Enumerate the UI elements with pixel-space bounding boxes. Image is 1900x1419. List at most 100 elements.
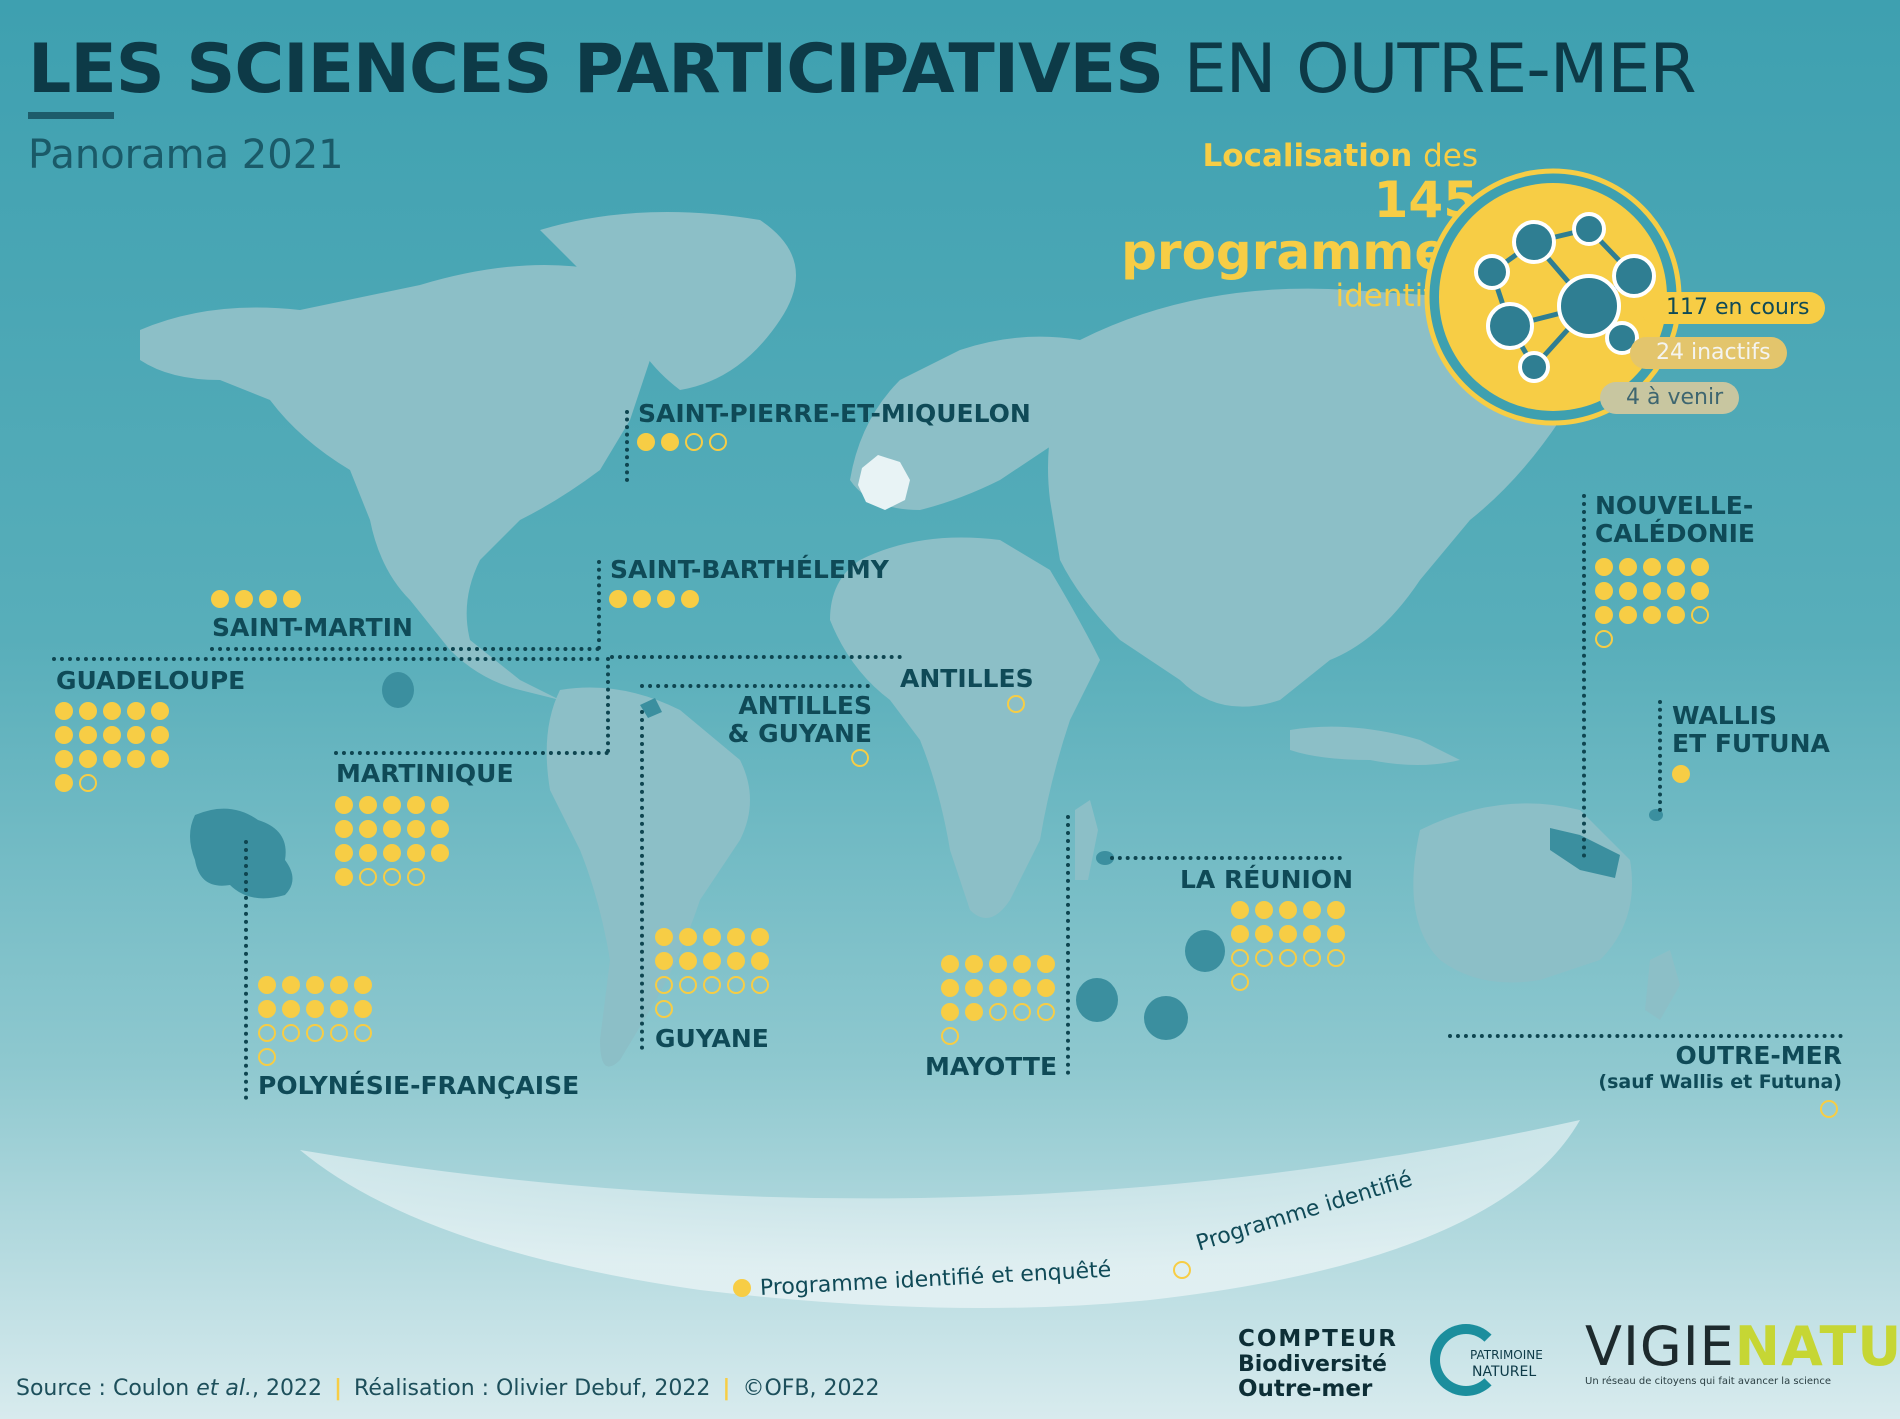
label-wallis-2: ET FUTUNA [1672, 729, 1830, 758]
summary-loc-rest: des [1423, 138, 1478, 174]
programme-surveyed-dot [335, 820, 353, 838]
territory-blob-reunion-2 [1144, 996, 1188, 1040]
territory-blob-reunion-1 [1185, 930, 1225, 972]
connector-outre-mer [1448, 1034, 1843, 1038]
programme-surveyed-dot [103, 702, 121, 720]
programme-surveyed-dot [55, 774, 73, 792]
programme-identified-dot [258, 1024, 276, 1042]
programme-identified-dot [679, 976, 697, 994]
programme-surveyed-dot [1255, 925, 1273, 943]
programme-identified-dot [1037, 1003, 1055, 1021]
programme-surveyed-dot [1327, 925, 1345, 943]
logo-compteur-2: Biodiversité [1238, 1352, 1387, 1377]
france-shape [858, 455, 910, 510]
programme-surveyed-dot [258, 1000, 276, 1018]
dots-martinique [332, 793, 452, 889]
programme-surveyed-dot [79, 750, 97, 768]
programme-surveyed-dot [431, 796, 449, 814]
source-part2: , 2022 [251, 1376, 322, 1401]
programme-surveyed-dot [1013, 979, 1031, 997]
programme-surveyed-dot [1013, 955, 1031, 973]
new-zealand-shape [1645, 950, 1680, 1020]
programme-surveyed-dot [941, 1003, 959, 1021]
programme-surveyed-dot [703, 928, 721, 946]
summary-line1: Localisation des [1028, 138, 1478, 174]
label-saint-barthelemy: SAINT-BARTHÉLEMY [610, 555, 889, 584]
programme-surveyed-dot [1303, 925, 1321, 943]
programme-surveyed-dot [965, 979, 983, 997]
programme-surveyed-dot [989, 955, 1007, 973]
programme-surveyed-dot [407, 844, 425, 862]
connector-stmartin [210, 647, 600, 651]
summary-block: Localisation des 145 programmes identifi… [1028, 138, 1478, 314]
logo-nature: NATURE [1734, 1315, 1900, 1378]
programme-surveyed-dot [1667, 558, 1685, 576]
label-outre-mer-2: (sauf Wallis et Futuna) [1598, 1071, 1842, 1093]
connector-polynesie [244, 840, 248, 1100]
programme-surveyed-dot [703, 952, 721, 970]
indonesia-shape [1290, 726, 1460, 765]
programme-identified-dot [1231, 949, 1249, 967]
programme-surveyed-dot [1643, 606, 1661, 624]
programme-surveyed-dot [103, 726, 121, 744]
programme-surveyed-dot [151, 726, 169, 744]
programme-surveyed-dot [359, 844, 377, 862]
programme-surveyed-dot [1691, 582, 1709, 600]
logo-compteur: COMPTEUR Biodiversité Outre-mer [1238, 1327, 1398, 1402]
dots-antilles-guyane [848, 746, 968, 770]
programme-surveyed-dot [1255, 901, 1273, 919]
source-italic: et al. [196, 1376, 252, 1401]
programme-identified-dot [79, 774, 97, 792]
north-america-shape [140, 265, 692, 700]
programme-identified-dot [703, 976, 721, 994]
programme-surveyed-dot [1619, 606, 1637, 624]
logo-patrimoine: PATRIMOINE NATUREL [1430, 1320, 1550, 1408]
programme-identified-dot [655, 1000, 673, 1018]
programme-surveyed-dot [127, 702, 145, 720]
network-icon [1424, 168, 1682, 426]
programme-identified-dot [727, 976, 745, 994]
programme-identified-dot [1691, 606, 1709, 624]
label-mayotte: MAYOTTE [925, 1052, 1058, 1081]
programme-surveyed-dot [383, 844, 401, 862]
programme-surveyed-dot [354, 976, 372, 994]
programme-surveyed-dot [1619, 582, 1637, 600]
programme-identified-dot [1255, 949, 1273, 967]
label-wallis-1: WALLIS [1672, 701, 1777, 730]
programme-surveyed-dot [633, 590, 651, 608]
label-la-reunion: LA RÉUNION [1180, 865, 1354, 894]
connector-mayotte [1066, 815, 1070, 1075]
programme-surveyed-dot [727, 952, 745, 970]
programme-surveyed-dot [1643, 558, 1661, 576]
programme-identified-dot [709, 433, 727, 451]
programme-surveyed-dot [661, 433, 679, 451]
programme-surveyed-dot [1595, 606, 1613, 624]
programme-surveyed-dot [335, 844, 353, 862]
dots-antilles [1004, 692, 1124, 716]
dots-outre-mer [1817, 1097, 1900, 1121]
programme-identified-dot [407, 868, 425, 886]
programme-surveyed-dot [79, 726, 97, 744]
connector-martinique-v [606, 657, 610, 753]
programme-surveyed-dot [1667, 606, 1685, 624]
source-part1: Source : Coulon [16, 1376, 197, 1401]
dots-saint-barthelemy [606, 587, 726, 611]
programme-surveyed-dot [1619, 558, 1637, 576]
territory-blob-comoros [1096, 851, 1114, 865]
programme-identified-dot [330, 1024, 348, 1042]
programme-surveyed-dot [609, 590, 627, 608]
programme-surveyed-dot [1595, 582, 1613, 600]
programme-identified-dot [1279, 949, 1297, 967]
programme-surveyed-dot [407, 796, 425, 814]
label-polynesie: POLYNÉSIE-FRANÇAISE [258, 1071, 580, 1100]
dots-saint-martin [208, 587, 328, 611]
programme-surveyed-dot [306, 976, 324, 994]
programme-surveyed-dot [965, 1003, 983, 1021]
programme-surveyed-dot [383, 820, 401, 838]
logo-compteur-3: Outre-mer [1238, 1376, 1373, 1402]
programme-identified-dot [383, 868, 401, 886]
programme-surveyed-dot [359, 796, 377, 814]
programme-surveyed-dot [1037, 979, 1055, 997]
territory-blob-mayotte [1076, 978, 1118, 1022]
